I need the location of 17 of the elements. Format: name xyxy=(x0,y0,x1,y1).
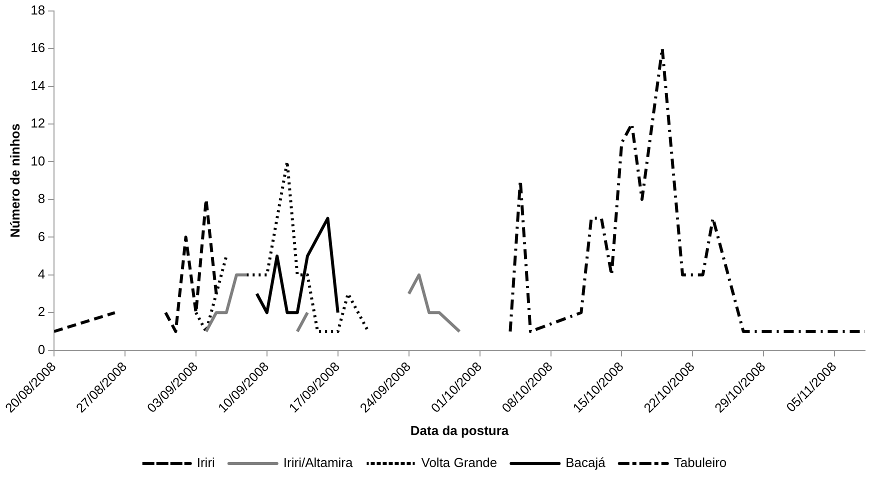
legend-label: Tabuleiro xyxy=(674,455,727,470)
y-tick-label: 14 xyxy=(30,78,46,93)
y-axis-title: Número de ninhos xyxy=(7,124,22,238)
y-tick-label: 8 xyxy=(38,191,46,206)
legend-label: Volta Grande xyxy=(421,455,498,470)
x-axis-title: Data da postura xyxy=(410,422,510,438)
y-tick-label: 10 xyxy=(30,153,46,168)
y-tick-label: 0 xyxy=(38,342,46,357)
y-tick-label: 2 xyxy=(38,304,46,320)
legend-label: Iriri xyxy=(196,455,216,470)
y-tick-label: 6 xyxy=(38,228,46,244)
y-tick-label: 4 xyxy=(38,266,46,282)
y-tick-label: 12 xyxy=(30,116,46,131)
y-tick-label: 18 xyxy=(30,2,46,18)
legend-label: Iriri/Altamira xyxy=(283,455,354,470)
legend-label: Bacajá xyxy=(566,455,606,470)
y-tick-label: 16 xyxy=(30,40,46,56)
